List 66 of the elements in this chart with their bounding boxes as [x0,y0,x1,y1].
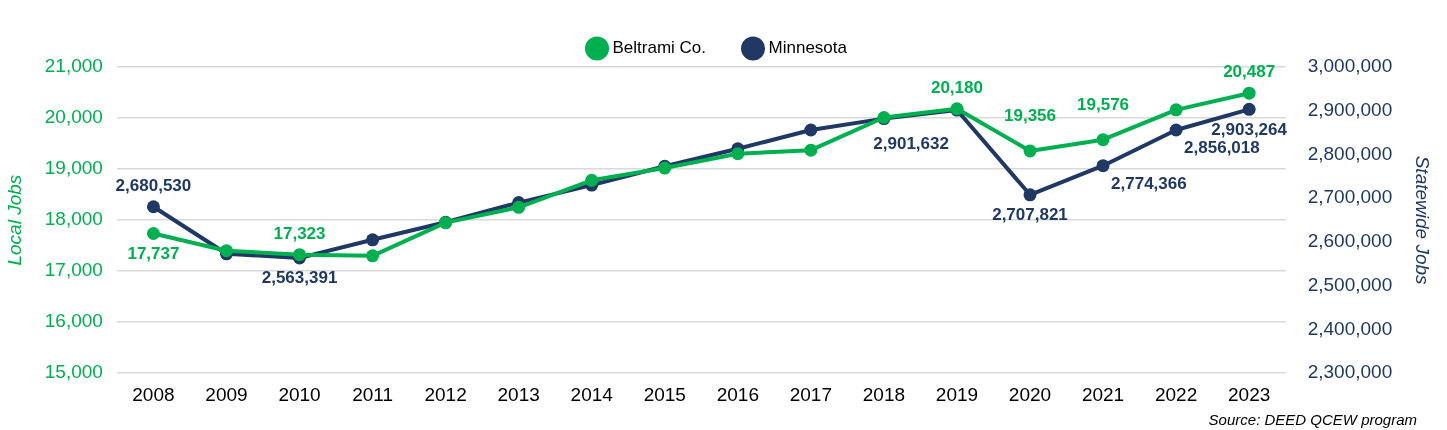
y-tick-label: 18,000 [44,208,103,230]
y2-tick-label: 2,400,000 [1307,317,1393,339]
data-label: 2,707,821 [992,204,1068,224]
y2-tick-label: 2,600,000 [1307,230,1393,252]
x-tick-label: 2018 [862,383,906,405]
y-tick-label: 17,000 [44,259,103,281]
point [585,173,599,187]
data-label: 17,323 [273,223,326,243]
y2-tick-label: 2,500,000 [1307,273,1393,295]
point [512,200,526,214]
point [1242,86,1256,100]
point [366,233,380,247]
x-tick-label: 2021 [1081,383,1125,405]
legend-label: Beltrami Co. [612,38,707,58]
point [1169,123,1183,137]
x-tick-label: 2010 [278,383,321,405]
point [1023,144,1037,158]
data-label: 2,680,530 [115,175,192,195]
y2-tick-label: 3,000,000 [1307,55,1393,77]
point [804,123,818,137]
y2-tick-label: 2,700,000 [1307,186,1393,208]
point [366,249,380,263]
x-tick-label: 2023 [1228,383,1271,405]
x-tick-label: 2014 [570,383,614,405]
y2-tick-label: 2,900,000 [1307,98,1393,120]
data-label: 2,563,391 [261,268,338,288]
y-tick-label: 15,000 [44,361,103,383]
point [1023,188,1037,202]
x-tick-label: 2019 [935,383,979,405]
y-tick-label: 16,000 [44,310,103,332]
point [804,143,818,157]
x-tick-label: 2009 [205,383,248,405]
y-axis-title: Local Jobs [3,174,25,266]
data-label: 19,576 [1077,94,1130,114]
x-tick-label: 2015 [643,383,686,405]
y-tick-label: 20,000 [44,106,103,128]
x-tick-label: 2008 [132,383,175,405]
y2-tick-label: 2,800,000 [1307,142,1393,164]
x-tick-label: 2017 [789,383,833,405]
y-tick-label: 19,000 [44,157,103,179]
point [1242,102,1256,116]
x-tick-label: 2013 [497,383,540,405]
source-note: Source: DEED QCEW program [1208,411,1417,428]
point [731,147,745,161]
point [1096,133,1110,147]
legend-label: Minnesota [768,38,848,58]
x-tick-label: 2016 [716,383,759,405]
x-tick-label: 2011 [352,383,394,405]
x-tick-label: 2012 [424,383,467,405]
data-label: 19,356 [1004,106,1057,126]
point [146,227,160,241]
point [1169,103,1183,117]
point [1096,159,1110,173]
data-label: 2,856,018 [1184,138,1260,158]
y2-axis-title: Statewide Jobs [1412,155,1434,286]
y2-tick-label: 2,300,000 [1307,361,1393,383]
data-label: 20,180 [930,78,983,98]
data-label: 2,903,264 [1211,119,1288,139]
data-label: 17,737 [127,243,180,263]
data-label: 2,774,366 [1111,173,1187,193]
x-tick-label: 2020 [1008,383,1052,405]
point [146,200,160,214]
x-tick-label: 2022 [1154,383,1198,405]
data-label: 20,487 [1223,62,1276,82]
y-tick-label: 21,000 [44,55,103,77]
data-label: 2,901,632 [873,134,949,154]
